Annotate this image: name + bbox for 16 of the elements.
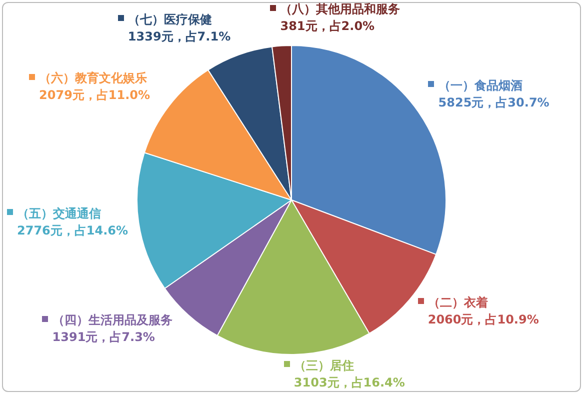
legend-label: （二）衣着 [428,295,488,310]
data-label: 1339元，占7.1% [128,29,231,44]
data-label: 2060元，占10.9% [428,312,539,326]
legend-label: （七）医疗保健 [128,12,212,26]
data-label: 3103元，占16.4% [294,376,405,390]
data-label: 381元，占2.0% [280,18,375,33]
legend-label: （五）交通通信 [17,206,101,221]
data-label: 1391元，占7.3% [52,330,155,344]
legend-label: （四）生活用品及服务 [52,312,172,327]
data-label: 5825元，占30.7% [438,96,550,110]
data-label: 2079元，占11.0% [39,88,150,102]
legend-label: （一）食品烟酒 [438,78,522,93]
legend-label: （六）教育文化娱乐 [39,71,148,86]
legend-label: （八）其他用品和服务 [280,2,400,16]
data-label: 2776元，占14.6% [17,224,128,238]
legend-label: （三）居住 [294,358,354,373]
